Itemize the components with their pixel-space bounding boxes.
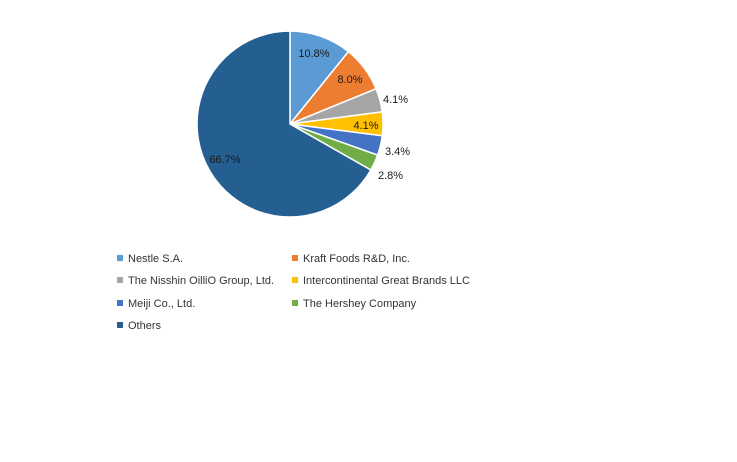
legend-label: Meiji Co., Ltd.	[128, 298, 196, 310]
legend-item: Kraft Foods R&D, Inc.	[292, 252, 410, 266]
slice-data-label: 4.1%	[353, 120, 378, 132]
slice-data-label: 3.4%	[385, 146, 410, 158]
legend-swatch	[292, 300, 298, 306]
slice-data-label: 10.8%	[298, 48, 329, 60]
legend-item: The Nisshin OilliO Group, Ltd.	[117, 274, 274, 288]
legend-swatch	[117, 300, 123, 306]
legend-label: Nestle S.A.	[128, 253, 184, 265]
legend-label: The Nisshin OilliO Group, Ltd.	[128, 275, 275, 287]
legend-swatch	[292, 277, 298, 283]
legend-item: The Hershey Company	[292, 297, 416, 311]
legend-swatch	[292, 255, 298, 261]
legend-label: The Hershey Company	[303, 298, 417, 310]
legend-label: Others	[128, 320, 162, 332]
slice-data-label: 2.8%	[378, 170, 403, 182]
pie-slice	[196, 30, 372, 218]
legend-item: Intercontinental Great Brands LLC	[292, 274, 470, 288]
legend-item: Meiji Co., Ltd.	[117, 297, 195, 311]
legend-swatch	[117, 255, 123, 261]
legend-label: Intercontinental Great Brands LLC	[303, 275, 470, 287]
legend-item: Others	[117, 319, 161, 333]
slice-data-label: 8.0%	[337, 74, 362, 86]
slice-data-label: 4.1%	[383, 94, 408, 106]
legend-label: Kraft Foods R&D, Inc.	[303, 253, 410, 265]
legend-swatch	[117, 322, 123, 328]
legend-item: Nestle S.A.	[117, 252, 183, 266]
legend-swatch	[117, 277, 123, 283]
slice-data-label: 66.7%	[209, 154, 240, 166]
